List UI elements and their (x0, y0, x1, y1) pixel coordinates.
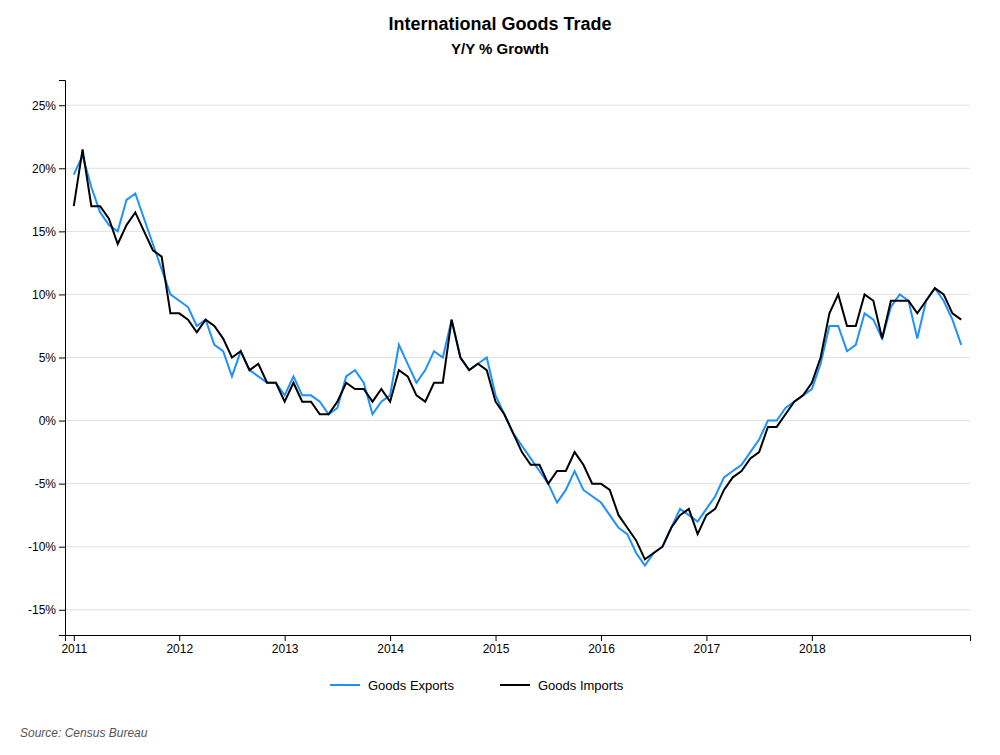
x-tick: 2014 (377, 635, 404, 656)
y-tick: -15% (28, 603, 65, 617)
y-tick: 25% (32, 99, 65, 113)
grid-line (65, 483, 970, 484)
grid-line (65, 357, 970, 358)
y-tick-label: 5% (39, 351, 57, 365)
y-tick: 20% (32, 162, 65, 176)
series-group (74, 149, 961, 565)
title: International Goods Trade (388, 14, 611, 34)
y-tick-label: -15% (28, 603, 56, 617)
x-tick: 2017 (694, 635, 721, 656)
subtitle: Y/Y % Growth (451, 40, 549, 57)
x-tick: 2011 (61, 635, 87, 656)
x-tick: 2013 (272, 635, 299, 656)
x-tick-label: 2012 (166, 642, 193, 656)
x-axis-line (66, 636, 971, 642)
x-tick-label: 2018 (799, 642, 826, 656)
legend-swatch (330, 684, 360, 686)
legend-label: Goods Exports (368, 678, 454, 693)
x-tick-label: 2014 (377, 642, 404, 656)
x-tick-label: 2015 (483, 642, 510, 656)
y-tick-label: 20% (32, 162, 56, 176)
x-tick-mark (496, 635, 497, 641)
y-tick-mark (59, 421, 65, 422)
x-tick: 2018 (799, 635, 826, 656)
y-tick-mark (59, 484, 65, 485)
x-tick-mark (812, 635, 813, 641)
y-tick: 5% (39, 351, 65, 365)
y-tick-label: 15% (32, 225, 56, 239)
y-tick-mark (59, 231, 65, 232)
y-tick-mark (59, 610, 65, 611)
x-tick: 2016 (588, 635, 615, 656)
grid-line (65, 420, 970, 421)
x-tick-label: 2017 (694, 642, 721, 656)
legend-label: Goods Imports (538, 678, 624, 693)
y-tick-mark (59, 294, 65, 295)
legend-item: Goods Imports (500, 678, 624, 693)
grid (65, 105, 970, 610)
y-tick-label: 0% (39, 414, 57, 428)
series-line (74, 156, 961, 566)
y-tick: 15% (32, 225, 65, 239)
y-tick: 0% (39, 414, 65, 428)
chart: International Goods Trade Y/Y % Growth -15… (0, 0, 1000, 755)
legend-item: Goods Exports (330, 678, 454, 693)
grid-line (65, 294, 970, 295)
x-tick: 2015 (483, 635, 510, 656)
x-tick-mark (706, 635, 707, 641)
y-axis: -15% -10% -5% 0% 5% 10% 15% 20% 25% (28, 81, 66, 636)
plot: -15%-10%-5%0%5%10%15%20%25%2011201220132… (28, 81, 971, 656)
y-tick-label: -5% (35, 477, 57, 491)
x-tick-mark (74, 635, 75, 641)
y-tick-mark (59, 168, 65, 169)
x-tick-label: 2013 (272, 642, 299, 656)
y-tick: -5% (35, 477, 65, 491)
x-tick-mark (179, 635, 180, 641)
y-tick: -10% (28, 540, 65, 554)
x-tick-mark (390, 635, 391, 641)
x-tick-mark (285, 635, 286, 641)
annotation: Source: Census Bureau (20, 726, 148, 740)
y-axis-line (59, 81, 66, 636)
y-tick-mark (59, 358, 65, 359)
y-tick-mark (59, 105, 65, 106)
x-tick-mark (601, 635, 602, 641)
x-tick: 2012 (166, 635, 193, 656)
y-tick-label: 25% (32, 99, 56, 113)
y-tick: 10% (32, 288, 65, 302)
legend-swatch (500, 684, 530, 686)
x-axis: 2011 2012 2013 2014 2015 2016 2017 2018 (61, 635, 970, 656)
x-tick-label: 2011 (61, 642, 87, 656)
grid-line (65, 609, 970, 610)
legend: Goods Exports Goods Imports (330, 678, 624, 693)
y-tick-mark (59, 547, 65, 548)
y-tick-label: -10% (28, 540, 56, 554)
grid-line (65, 546, 970, 547)
x-tick-label: 2016 (588, 642, 615, 656)
grid-line (65, 231, 970, 232)
series-line (74, 149, 961, 559)
grid-line (65, 105, 970, 106)
y-tick-label: 10% (32, 288, 56, 302)
grid-line (65, 168, 970, 169)
